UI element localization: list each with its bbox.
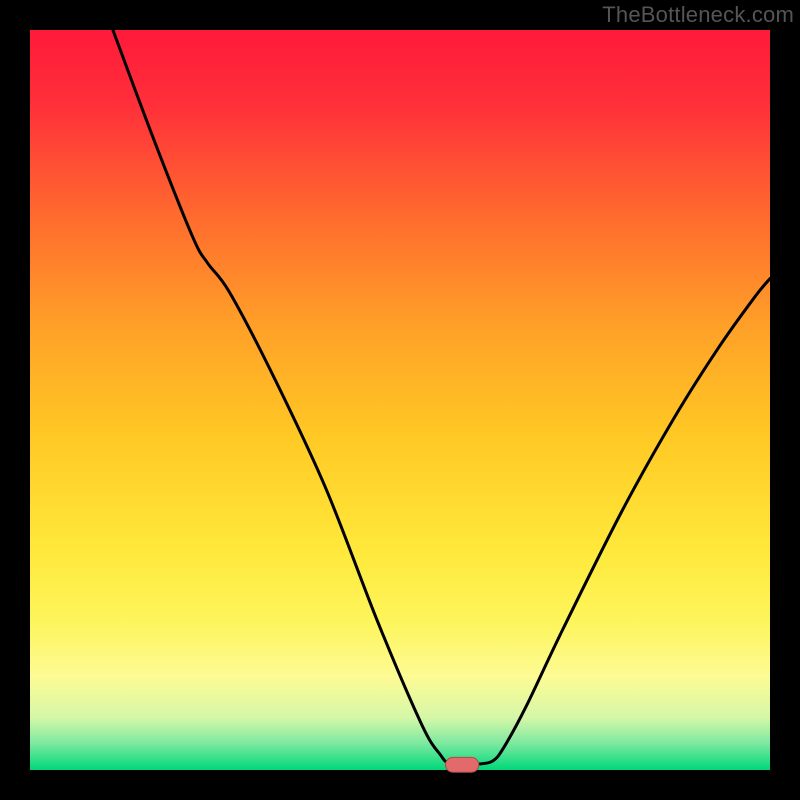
gradient-background — [30, 30, 770, 770]
bottleneck-chart-container: TheBottleneck.com — [0, 0, 800, 800]
optimal-marker — [446, 757, 479, 772]
bottleneck-chart — [0, 0, 800, 800]
